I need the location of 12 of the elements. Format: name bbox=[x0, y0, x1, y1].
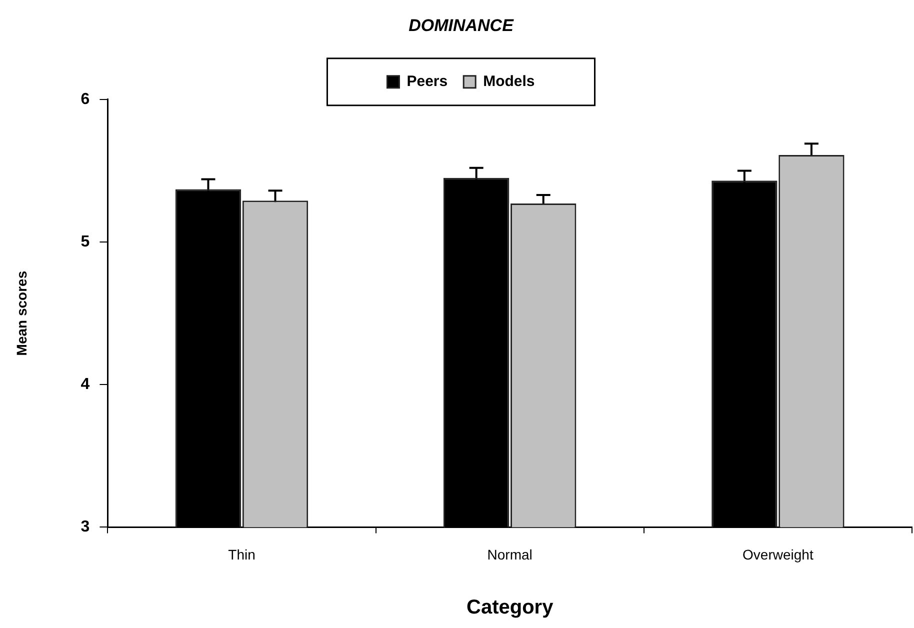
y-tick-label: 3 bbox=[80, 518, 90, 536]
y-tick-label: 5 bbox=[80, 233, 90, 250]
legend-label: Models bbox=[483, 73, 535, 90]
x-tick-label: Thin bbox=[228, 546, 256, 562]
chart-title: DOMINANCE bbox=[408, 16, 514, 35]
y-tick-label: 6 bbox=[80, 90, 90, 108]
x-tick-label: Overweight bbox=[742, 546, 814, 562]
y-tick-label: 4 bbox=[80, 376, 90, 394]
x-axis-title: Category bbox=[466, 596, 554, 619]
y-axis-title: Mean scores bbox=[13, 270, 30, 356]
legend-label: Peers bbox=[406, 73, 448, 90]
x-tick-label: Normal bbox=[487, 546, 532, 562]
